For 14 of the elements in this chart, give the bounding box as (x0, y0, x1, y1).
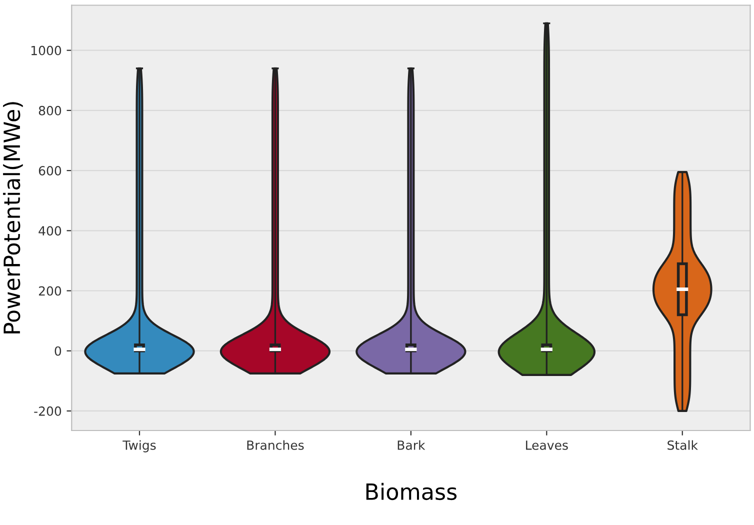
y-tick-label: 1000 (31, 46, 62, 56)
y-tick-label: 600 (38, 166, 62, 176)
y-tick-label: 800 (38, 106, 62, 116)
x-tick-label: Stalk (668, 440, 698, 450)
y-tick-label: 0 (54, 346, 62, 356)
y-tick-label: 400 (38, 226, 62, 236)
y-tick-label: 200 (38, 286, 62, 296)
x-tick-label: Bark (398, 440, 426, 450)
y-axis-title: PowerPotential(MWe) (3, 102, 23, 334)
x-axis-title: Biomass (366, 482, 457, 500)
y-tick-label: -200 (34, 406, 62, 416)
x-tick-label: Leaves (526, 440, 568, 450)
x-tick-label: Branches (247, 440, 304, 450)
x-tick-label: Twigs (122, 440, 156, 452)
